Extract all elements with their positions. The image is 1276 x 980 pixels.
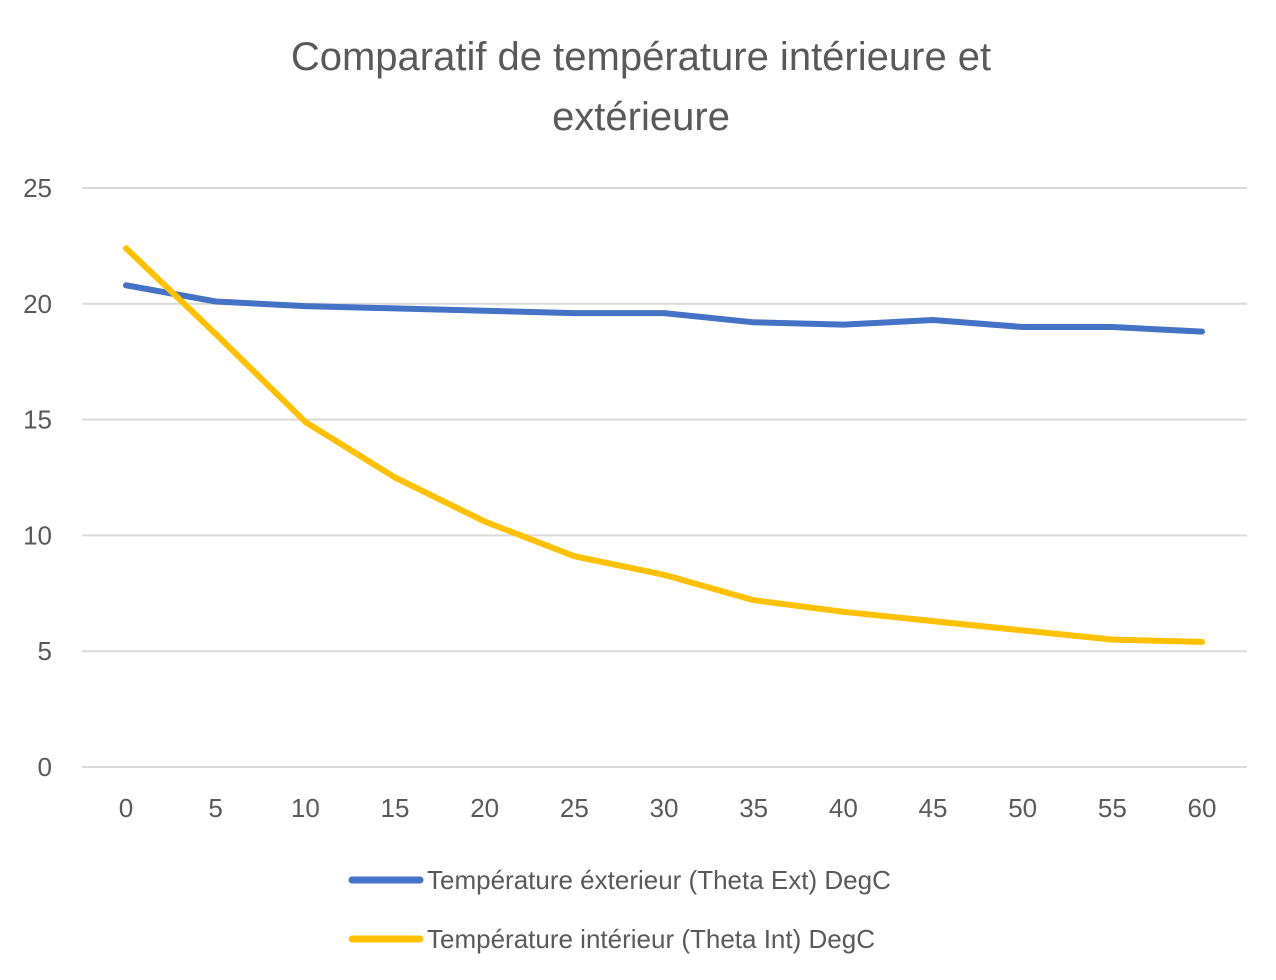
x-tick-label: 50 <box>1008 793 1037 823</box>
series-lines <box>123 245 1205 645</box>
x-tick-label: 60 <box>1188 793 1217 823</box>
y-axis-ticks: 0 5 10 15 20 25 <box>23 173 52 782</box>
y-tick-label: 5 <box>38 636 52 666</box>
series-line-1 <box>123 282 1205 335</box>
legend-label-2: Température intérieur (Theta Int) DegC <box>427 924 875 954</box>
x-tick-label: 10 <box>291 793 320 823</box>
legend: Température éxterieur (Theta Ext) DegC Te… <box>348 865 891 954</box>
x-tick-label: 45 <box>919 793 948 823</box>
series-line-2 <box>123 245 1205 645</box>
legend-label-1: Température éxterieur (Theta Ext) DegC <box>427 865 891 895</box>
x-tick-label: 40 <box>829 793 858 823</box>
x-tick-label: 35 <box>739 793 768 823</box>
x-tick-label: 25 <box>560 793 589 823</box>
x-axis-ticks: 0 5 10 15 20 25 30 35 40 45 50 55 60 <box>119 793 1217 823</box>
x-tick-label: 30 <box>650 793 679 823</box>
x-tick-label: 55 <box>1098 793 1127 823</box>
y-tick-label: 0 <box>38 752 52 782</box>
y-tick-label: 20 <box>23 289 52 319</box>
x-tick-label: 0 <box>119 793 133 823</box>
chart-title-line-1: Comparatif de température intérieure et <box>291 35 991 79</box>
y-tick-label: 15 <box>23 405 52 435</box>
chart-title-line-2: extérieure <box>552 95 730 139</box>
y-tick-label: 25 <box>23 173 52 203</box>
y-tick-label: 10 <box>23 520 52 550</box>
x-tick-label: 5 <box>208 793 222 823</box>
x-tick-label: 20 <box>470 793 499 823</box>
x-tick-label: 15 <box>381 793 410 823</box>
